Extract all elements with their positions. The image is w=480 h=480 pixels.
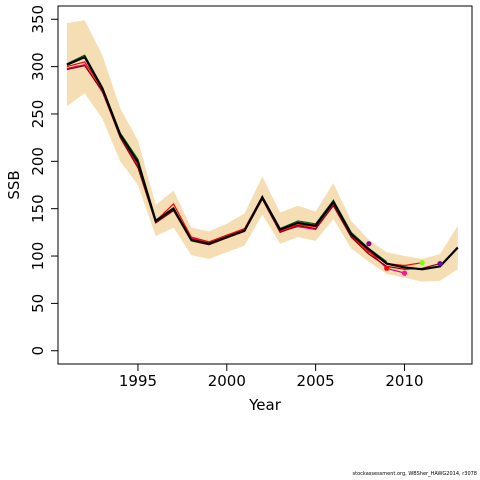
x-tick-label-2000: 2000 xyxy=(208,372,246,390)
terminal-point-2011 xyxy=(419,260,425,266)
y-tick-label-300: 300 xyxy=(29,52,47,81)
y-tick-label-0: 0 xyxy=(29,346,47,356)
y-tick-label-200: 200 xyxy=(29,147,47,176)
confidence-band xyxy=(66,20,458,282)
y-tick-label-250: 250 xyxy=(29,100,47,129)
footer-note: stockassessment.org, WBSher_HAWG2014, r3… xyxy=(352,471,477,477)
y-axis-title: SSB xyxy=(5,170,23,199)
main-estimate-layer xyxy=(66,55,459,271)
y-tick-label-350: 350 xyxy=(29,5,47,34)
x-axis-title: Year xyxy=(248,396,282,414)
x-tick-label-2005: 2005 xyxy=(297,372,335,390)
y-tick-label-50: 50 xyxy=(29,294,47,313)
x-tick-label-2010: 2010 xyxy=(385,372,423,390)
x-tick-label-1995: 1995 xyxy=(119,372,157,390)
terminal-point-2009 xyxy=(384,265,390,271)
y-tick-label-100: 100 xyxy=(29,242,47,271)
y-axis: 0 50 100 150 200 250 300 350 xyxy=(29,5,59,356)
retro-line-4 xyxy=(66,65,441,270)
y-tick-label-150: 150 xyxy=(29,194,47,223)
confidence-band-layer xyxy=(66,20,458,282)
terminal-point-2012 xyxy=(437,261,443,267)
terminal-point-2008 xyxy=(366,241,372,247)
x-axis: 1995 2000 2005 2010 xyxy=(119,363,424,390)
terminal-points-layer xyxy=(366,241,443,276)
main-estimate-line xyxy=(66,55,459,271)
terminal-point-2010 xyxy=(401,270,408,276)
